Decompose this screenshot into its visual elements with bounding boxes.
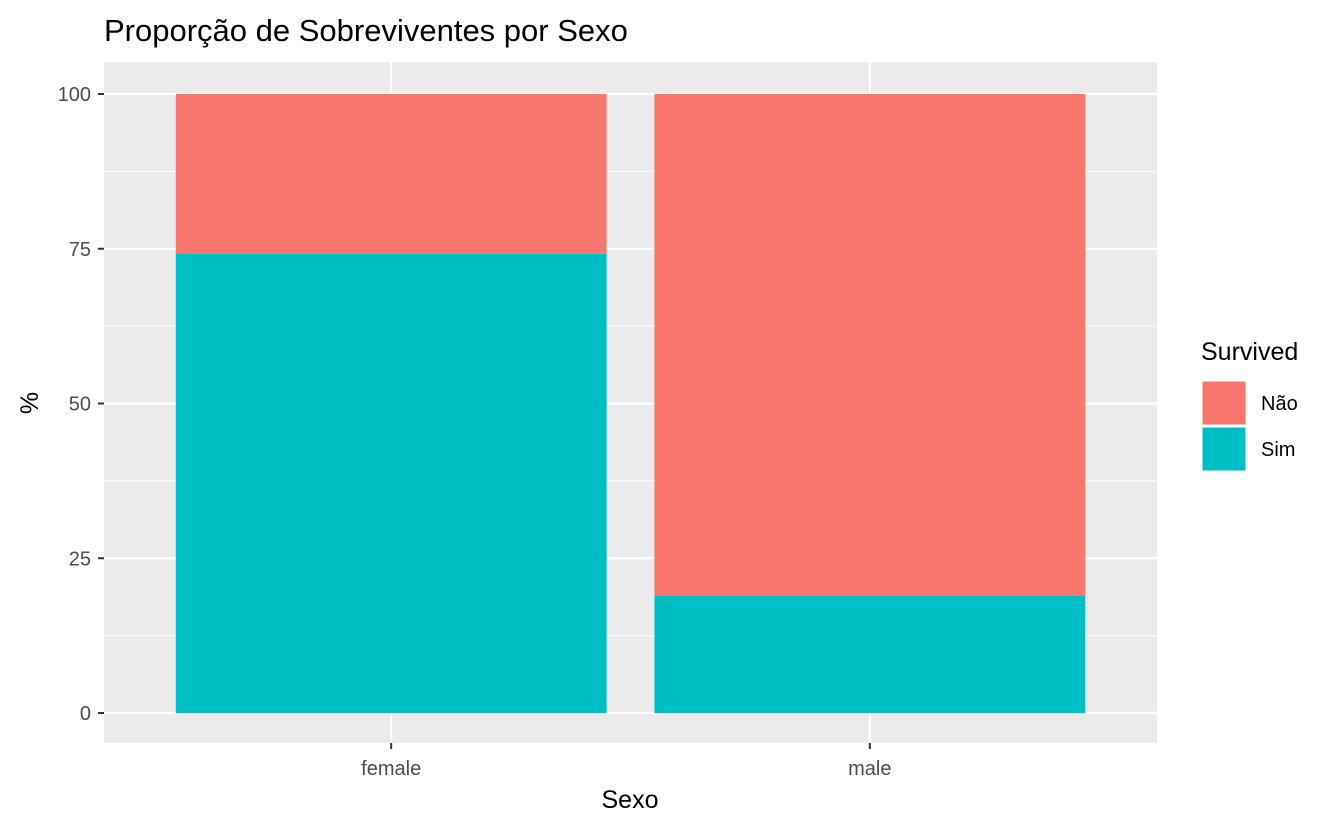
y-tick-label: 75 <box>69 239 91 261</box>
y-tick-label: 50 <box>69 394 91 416</box>
legend: Survived Não Sim <box>1201 338 1298 472</box>
y-axis: 0 25 50 75 100 <box>58 84 104 725</box>
bar-female-nao <box>175 94 607 254</box>
x-tick-label: female <box>361 758 421 780</box>
bar-male-sim <box>654 596 1086 713</box>
y-axis-title: % <box>16 392 44 414</box>
bars <box>175 94 1086 713</box>
x-axis: female male <box>361 743 891 780</box>
y-tick-label: 100 <box>58 84 91 106</box>
legend-swatch-sim <box>1201 426 1247 472</box>
chart-title: Proporção de Sobreviventes por Sexo <box>104 13 628 48</box>
bar-female-sim <box>175 253 607 713</box>
y-tick-label: 25 <box>69 548 91 570</box>
x-tick-label: male <box>848 758 891 780</box>
legend-label-sim: Sim <box>1261 439 1295 461</box>
bar-male-nao <box>654 94 1086 597</box>
legend-title: Survived <box>1201 338 1298 366</box>
y-tick-label: 0 <box>80 703 91 725</box>
legend-swatch-nao <box>1201 380 1247 426</box>
x-axis-title: Sexo <box>602 786 659 814</box>
legend-label-nao: Não <box>1261 393 1298 415</box>
